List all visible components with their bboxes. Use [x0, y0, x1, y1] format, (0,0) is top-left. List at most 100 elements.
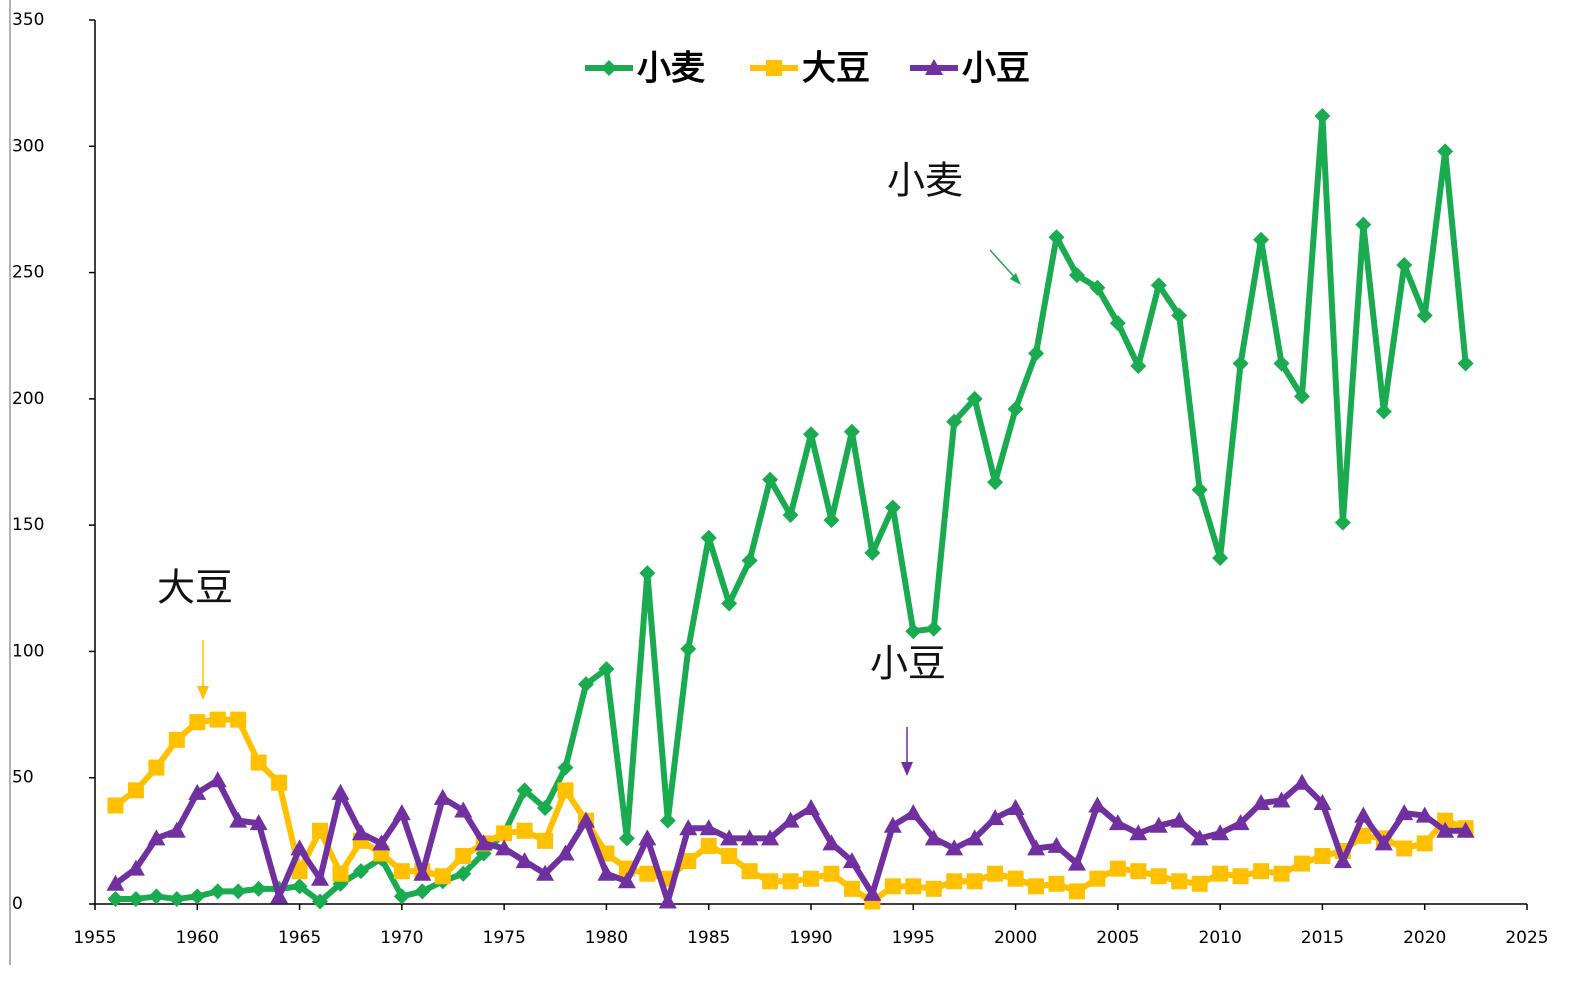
point: [721, 595, 738, 612]
point: [802, 799, 820, 816]
point: [229, 811, 248, 828]
point: [762, 471, 779, 488]
point: [1314, 107, 1331, 124]
point: [106, 874, 125, 891]
point: [516, 822, 533, 839]
point: [127, 890, 144, 907]
legend-marker: [925, 59, 943, 75]
point: [1088, 796, 1107, 813]
point: [1109, 860, 1126, 877]
point: [474, 834, 493, 851]
point: [680, 853, 697, 870]
point: [250, 880, 267, 897]
point: [823, 865, 840, 882]
point: [1068, 267, 1085, 284]
y-tick-label: 300: [12, 136, 44, 156]
point: [455, 848, 472, 865]
point: [271, 774, 288, 791]
point: [1129, 824, 1148, 841]
legend-marker: [766, 60, 782, 76]
point: [1231, 814, 1250, 831]
point: [557, 782, 574, 799]
point: [148, 888, 165, 905]
point: [1314, 848, 1331, 865]
point: [699, 819, 718, 836]
point: [842, 852, 861, 869]
point: [249, 814, 268, 831]
point: [515, 852, 534, 869]
point: [987, 474, 1004, 491]
y-tick-label: 0: [12, 894, 23, 914]
point: [495, 839, 514, 856]
point: [1375, 403, 1392, 420]
point: [986, 809, 1005, 826]
point: [1333, 852, 1352, 869]
point: [822, 834, 841, 851]
point: [1354, 806, 1373, 823]
point: [516, 782, 533, 799]
point: [1355, 216, 1372, 233]
point: [250, 754, 267, 771]
point: [392, 804, 411, 821]
x-tick-label: 1955: [73, 928, 116, 948]
point: [1190, 829, 1209, 846]
point: [188, 783, 207, 800]
y-tick-label: 350: [12, 10, 44, 30]
x-tick-label: 1985: [687, 928, 730, 948]
point: [1232, 868, 1249, 885]
point: [925, 880, 942, 897]
point: [924, 829, 943, 846]
point: [126, 859, 145, 876]
point: [270, 887, 289, 904]
point: [1252, 793, 1271, 810]
point: [413, 864, 432, 881]
point: [987, 865, 1004, 882]
annotation: 小麦: [887, 159, 963, 203]
point: [904, 804, 923, 821]
x-tick-label: 1970: [380, 928, 423, 948]
point: [1436, 821, 1455, 838]
point: [946, 413, 963, 430]
point: [311, 869, 330, 886]
point: [1108, 814, 1127, 831]
point: [965, 829, 984, 846]
point: [762, 873, 779, 890]
point: [1395, 804, 1414, 821]
point: [741, 552, 758, 569]
legend-label: 大豆: [802, 49, 870, 89]
point: [1048, 229, 1065, 246]
point: [352, 863, 369, 880]
point: [1171, 307, 1188, 324]
point: [331, 783, 350, 800]
point: [863, 884, 882, 901]
point: [1027, 839, 1046, 856]
x-tick-label: 2000: [994, 928, 1037, 948]
point: [1253, 863, 1270, 880]
point: [434, 868, 451, 885]
point: [925, 620, 942, 637]
point: [1272, 791, 1291, 808]
point: [946, 873, 963, 890]
point: [393, 888, 410, 905]
point: [1130, 863, 1147, 880]
point: [1293, 388, 1310, 405]
point: [1416, 835, 1433, 852]
point: [1089, 870, 1106, 887]
point: [843, 423, 860, 440]
point: [208, 771, 227, 788]
point: [1149, 816, 1168, 833]
point: [803, 870, 819, 887]
point: [556, 844, 575, 861]
arrow-head: [1010, 273, 1021, 285]
point: [1130, 358, 1147, 375]
point: [332, 865, 349, 882]
point: [598, 661, 615, 678]
point: [700, 529, 717, 546]
point: [537, 800, 554, 817]
point: [1089, 279, 1106, 296]
point: [167, 821, 186, 838]
point: [617, 872, 636, 889]
x-tick-label: 2025: [1505, 928, 1548, 948]
point: [945, 839, 964, 856]
